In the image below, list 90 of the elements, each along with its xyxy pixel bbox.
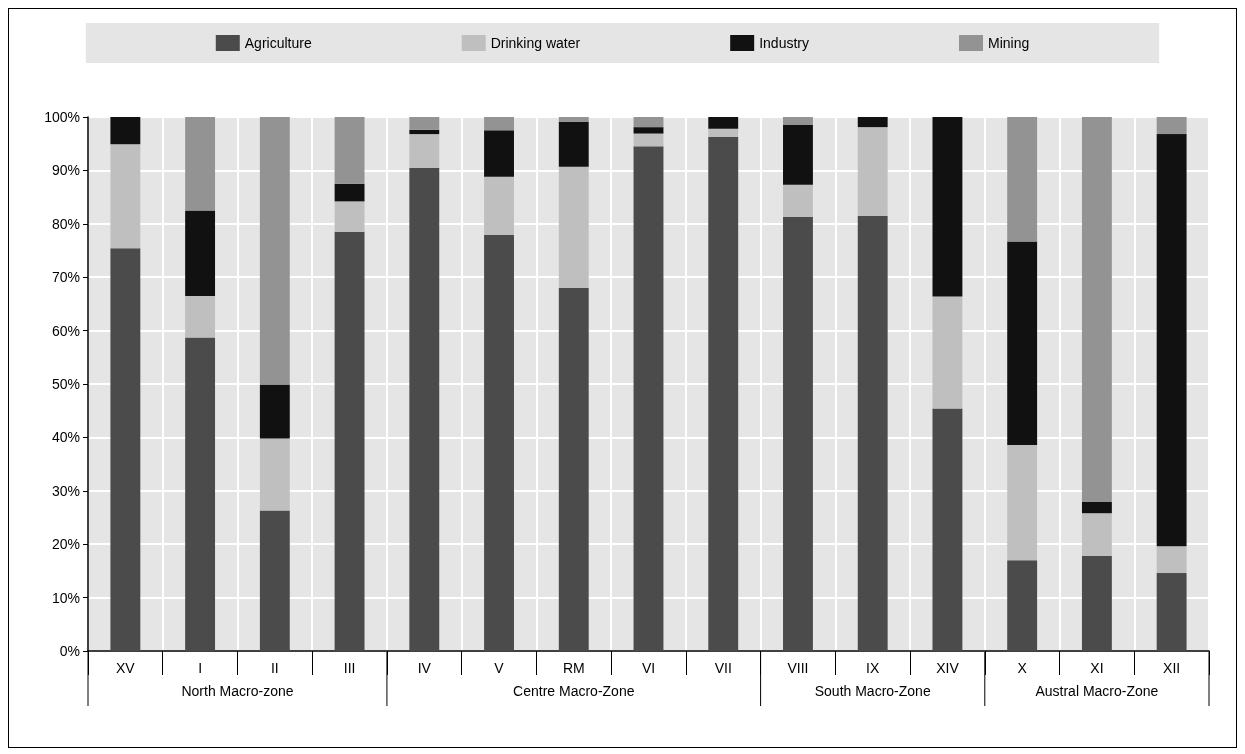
text: Centre Macro-Zone	[513, 683, 635, 699]
y-tick-label: 40%	[51, 429, 80, 446]
bar	[409, 167, 440, 651]
x-tick-label: VII	[714, 660, 732, 676]
bar	[1156, 134, 1187, 547]
y-tick-label: 60%	[51, 322, 80, 339]
bar	[334, 183, 365, 202]
bar	[1007, 444, 1038, 561]
x-tick-label: RM	[562, 660, 585, 676]
bar	[558, 121, 589, 167]
bar	[1081, 513, 1112, 556]
bar	[932, 117, 963, 297]
legend-label: Mining	[987, 35, 1030, 51]
y-tick-label: 0%	[59, 643, 80, 659]
bar	[110, 144, 141, 249]
legend-label: Agriculture	[244, 35, 312, 51]
x-tick-label: XI	[1090, 660, 1104, 676]
bar	[1007, 241, 1038, 445]
x-tick-label: II	[270, 660, 279, 676]
bar	[484, 235, 514, 651]
bar	[783, 117, 813, 126]
x-tick-label: IV	[417, 660, 432, 676]
x-tick-label: III	[343, 660, 356, 676]
bar	[633, 127, 664, 134]
bar	[708, 136, 739, 651]
bar	[334, 201, 365, 232]
bar	[409, 134, 440, 168]
bar	[259, 117, 290, 385]
x-tick-label: XII	[1163, 660, 1181, 676]
bar	[1007, 560, 1038, 651]
bar	[783, 184, 813, 217]
bar	[110, 117, 141, 145]
bar	[783, 216, 813, 651]
bar	[708, 128, 739, 137]
y-tick-label: 30%	[51, 482, 80, 499]
bar	[558, 166, 589, 288]
bar	[185, 295, 216, 338]
legend-label: Drinking water	[490, 35, 581, 51]
bar	[633, 133, 664, 147]
bar	[334, 231, 365, 651]
bar	[484, 117, 514, 131]
bar	[633, 146, 664, 651]
text: Austral Macro-Zone	[1035, 683, 1159, 699]
bar	[558, 287, 589, 651]
bar	[857, 215, 888, 651]
bar	[185, 210, 216, 296]
bar	[1081, 555, 1112, 651]
text: North Macro-zone	[181, 683, 294, 699]
y-tick-label: 10%	[51, 589, 80, 606]
bar	[708, 117, 739, 129]
x-tick-label: V	[494, 660, 505, 676]
bar	[185, 117, 216, 211]
x-tick-label: XIV	[936, 660, 960, 676]
x-tick-label: VIII	[787, 660, 809, 676]
text: South Macro-Zone	[814, 683, 931, 699]
bar	[484, 176, 514, 236]
bar	[185, 337, 216, 651]
bar	[1156, 117, 1187, 135]
x-tick-label: X	[1017, 660, 1028, 676]
y-tick-label: 100%	[44, 109, 80, 125]
bar	[857, 117, 888, 128]
bar	[932, 296, 963, 409]
y-tick-label: 50%	[51, 376, 80, 392]
x-tick-label: VI	[641, 660, 656, 676]
y-tick-label: 70%	[51, 269, 80, 286]
bar	[783, 125, 813, 185]
legend-label: Industry	[759, 35, 809, 51]
bar	[409, 129, 440, 135]
x-tick-label: I	[198, 660, 203, 676]
x-tick-label: IX	[866, 660, 880, 676]
bar	[484, 130, 514, 177]
bar	[259, 438, 290, 511]
y-tick-label: 90%	[51, 162, 80, 179]
y-tick-label: 80%	[51, 215, 80, 232]
bar	[259, 384, 290, 439]
bar	[558, 117, 589, 122]
bar	[1081, 502, 1112, 514]
bar	[1081, 117, 1112, 503]
bar	[1156, 546, 1187, 574]
bar	[932, 408, 963, 651]
bar	[334, 117, 365, 184]
bar	[259, 510, 290, 651]
bar	[409, 117, 440, 130]
bar	[110, 248, 141, 651]
x-tick-label: XV	[116, 660, 136, 676]
bar	[857, 127, 888, 216]
bar	[1156, 573, 1187, 651]
bar	[633, 117, 664, 128]
bar	[1007, 117, 1038, 242]
y-tick-label: 20%	[51, 536, 80, 553]
